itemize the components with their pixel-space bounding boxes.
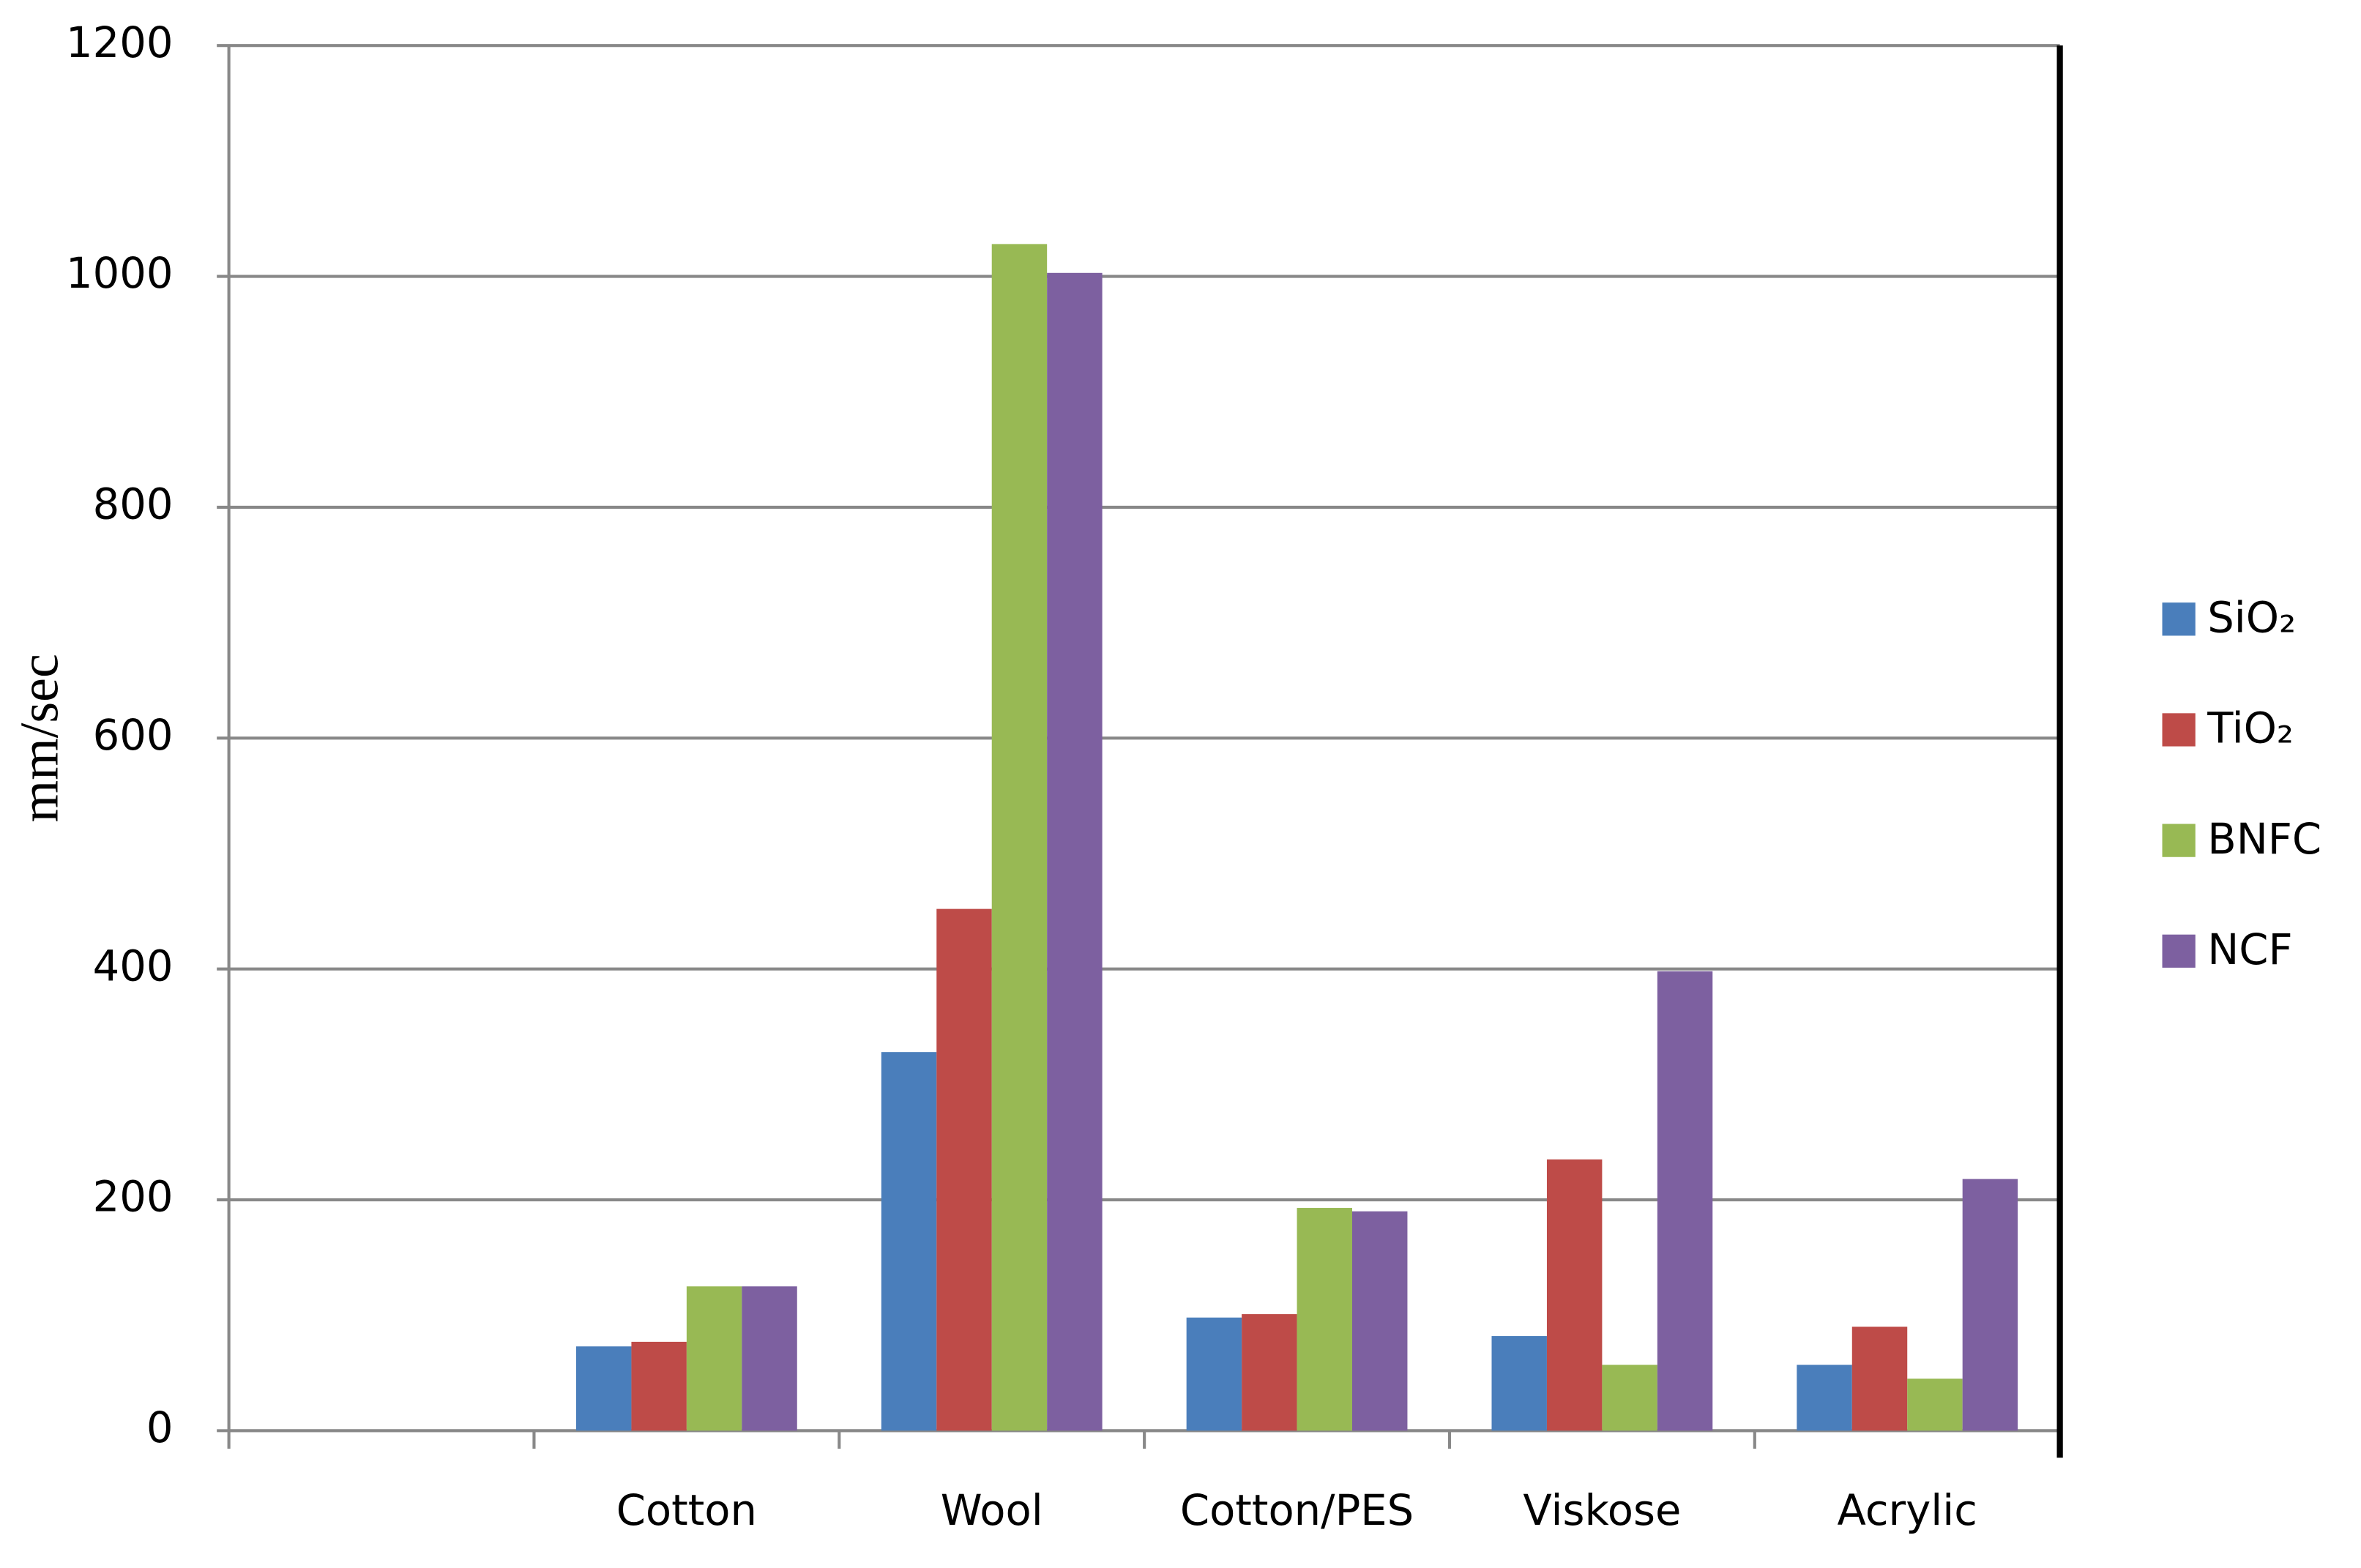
y-tick-label: 800	[93, 480, 174, 529]
y-tick-label: 400	[93, 941, 174, 990]
bar	[1242, 1314, 1297, 1431]
bar	[631, 1341, 687, 1431]
bar	[1352, 1211, 1408, 1431]
bar	[881, 1052, 937, 1431]
bar	[1491, 1336, 1547, 1431]
legend-label: SiO₂	[2207, 593, 2296, 642]
legend-swatch	[2162, 824, 2196, 857]
y-tick-label: 600	[93, 711, 174, 760]
y-axis-label: mm/sec	[10, 654, 70, 822]
bar	[1797, 1364, 1852, 1431]
y-tick-label: 200	[93, 1173, 174, 1222]
legend-label: TiO₂	[2207, 704, 2294, 753]
bar	[936, 908, 992, 1431]
legend-label: BNFC	[2207, 815, 2321, 864]
legend-swatch	[2162, 602, 2196, 636]
bar	[1186, 1317, 1242, 1431]
bar	[1657, 971, 1713, 1431]
x-tick-label: Cotton	[616, 1486, 757, 1535]
y-tick-label: 1000	[66, 249, 174, 298]
bar	[1297, 1208, 1353, 1431]
bar	[1546, 1159, 1603, 1431]
bar	[575, 1346, 632, 1431]
x-tick-label: Cotton/PES	[1180, 1486, 1414, 1535]
x-tick-label: Acrylic	[1838, 1486, 1977, 1535]
bar	[686, 1286, 742, 1431]
y-tick-label: 0	[146, 1403, 174, 1452]
bar	[1907, 1378, 1963, 1431]
x-tick-label: Wool	[941, 1486, 1043, 1535]
y-tick-label: 1200	[66, 18, 174, 67]
legend-swatch	[2162, 713, 2196, 747]
bar	[991, 244, 1048, 1431]
bar	[1851, 1326, 1908, 1431]
bar	[1047, 272, 1103, 1431]
bar	[742, 1286, 797, 1431]
x-tick-label: Viskose	[1523, 1486, 1681, 1535]
bar	[1962, 1179, 2018, 1431]
bar	[1602, 1364, 1657, 1431]
legend-label: NCF	[2207, 925, 2292, 974]
legend-swatch	[2162, 934, 2196, 968]
